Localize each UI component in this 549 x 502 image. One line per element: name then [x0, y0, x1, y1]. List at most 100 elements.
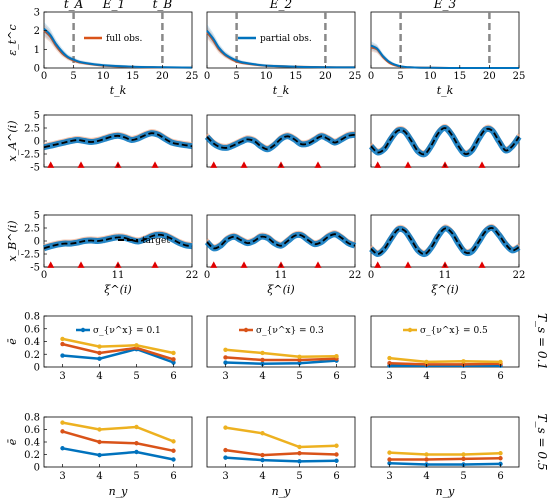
spread-E_2-0	[207, 26, 355, 68]
series-point	[97, 439, 102, 445]
x-tick-label: 11	[439, 270, 452, 281]
series-point	[97, 344, 102, 349]
row-label-Ts01: T_s = 0.1	[535, 313, 549, 370]
series-point	[260, 431, 265, 436]
x-axis-label: ξ^(i)	[267, 283, 294, 296]
x-tick-label: 6	[170, 471, 176, 482]
x-tick-label: 5	[460, 371, 466, 382]
x-tick-label: 5	[397, 71, 403, 82]
legend-marker-E_2	[243, 327, 249, 333]
x-tick-label: 5	[133, 471, 139, 482]
sensor-marker	[478, 261, 486, 268]
series-line-E_3-1	[370, 44, 519, 69]
sensor-marker	[404, 161, 412, 168]
series-point	[387, 360, 392, 366]
series-point	[498, 461, 503, 467]
sensor-marker	[314, 161, 322, 168]
x-tick-label: 0	[368, 71, 374, 82]
y-tick-label: 3	[34, 8, 40, 19]
sensor-marker	[210, 261, 218, 268]
panel-time-E_3	[370, 11, 520, 69]
sensor-marker	[151, 261, 159, 268]
spread-E_2-1	[207, 24, 355, 69]
panel-Ts05-E_2	[206, 416, 356, 468]
series-point	[498, 456, 503, 461]
x-tick-label: 4	[423, 371, 429, 382]
legend-marker-E_1	[80, 327, 86, 333]
x-tick-label: 15	[289, 71, 302, 82]
sensor-marker	[151, 161, 159, 168]
row-label-Ts05: T_s = 0.5	[535, 414, 549, 471]
x-tick-label: 5	[296, 471, 302, 482]
y-tick-label: 0.8	[24, 413, 40, 424]
x-tick-label: 22	[186, 270, 199, 281]
panel-Ts01-E_2	[206, 315, 356, 368]
x-tick-label: 0	[368, 270, 374, 281]
x-tick-label: 6	[333, 471, 339, 482]
series-point	[97, 356, 102, 361]
sensor-marker	[77, 261, 85, 268]
y-tick-label: 5	[34, 211, 40, 222]
legend-full-label: full obs.	[106, 34, 143, 44]
x-tick-label: 5	[133, 371, 139, 382]
series-point	[461, 359, 466, 364]
x-tick-label: 15	[126, 71, 139, 82]
sensor-marker	[478, 161, 486, 168]
series-line-Ts01-E_3-2	[389, 356, 501, 364]
series-line-Ts05-E_2-1	[225, 448, 337, 457]
y-axis-label: x_B^(i)	[6, 220, 19, 261]
x-axis-label: t_k	[110, 84, 127, 97]
sensor-marker	[47, 261, 55, 268]
y-tick-label: -2.5	[21, 150, 40, 161]
series-line-Ts05-E_1-0	[62, 447, 174, 461]
x-tick-label: 6	[333, 371, 339, 382]
x-tick-label: 15	[453, 71, 466, 82]
x-tick-label: 3	[222, 371, 228, 382]
x-tick-label: 25	[349, 71, 362, 82]
y-tick-label: 2.5	[24, 224, 40, 235]
x-tick-label: 0	[204, 270, 210, 281]
column-title-E_2: E_2	[269, 0, 292, 11]
series-point	[134, 424, 139, 430]
x-tick-label: 25	[186, 71, 199, 82]
y-tick-label: 0.4	[24, 438, 40, 449]
column-title-E_3: E_3	[433, 0, 457, 11]
x-tick-label: 4	[423, 471, 429, 482]
series-point	[461, 452, 466, 457]
x-tick-label: 22	[349, 270, 362, 281]
series-point	[334, 458, 339, 463]
series-point	[60, 336, 65, 342]
y-tick-label: 0	[34, 137, 40, 148]
series-point	[424, 457, 429, 462]
series-point	[260, 357, 265, 363]
series-point	[424, 359, 429, 365]
panel-Ts01-E_3	[370, 315, 520, 368]
x-tick-label: 3	[59, 371, 65, 382]
x-tick-label: 0	[41, 270, 47, 281]
column-title-E_1: E_1	[102, 0, 125, 11]
series-point	[334, 443, 339, 448]
series-point	[134, 343, 139, 348]
x-tick-label: 20	[483, 71, 496, 82]
series-point	[387, 450, 392, 455]
spread-E_1-1	[44, 22, 192, 68]
series-point	[260, 350, 265, 356]
series-point	[134, 449, 139, 455]
series-point	[134, 441, 139, 446]
y-tick-label: 1	[34, 45, 40, 56]
series-point	[387, 457, 392, 462]
target-line-B-E_1	[43, 233, 193, 250]
x-tick-label: 4	[259, 471, 265, 482]
target-line-A-E_1	[43, 132, 193, 149]
series-line-Ts05-E_3-2	[389, 451, 501, 456]
y-axis-label: ε_t^c	[6, 24, 19, 55]
series-point	[97, 427, 102, 432]
panel-Ts05-E_3	[370, 416, 520, 468]
series-line-Ts01-E_3-1	[389, 361, 501, 366]
target-line-B-E_2	[206, 233, 356, 250]
x-axis-label: ξ^(i)	[104, 283, 131, 296]
y-tick-label: -5	[30, 263, 40, 274]
series-point	[260, 452, 265, 458]
series-point	[223, 355, 228, 360]
x-axis-label: t_k	[273, 84, 290, 97]
